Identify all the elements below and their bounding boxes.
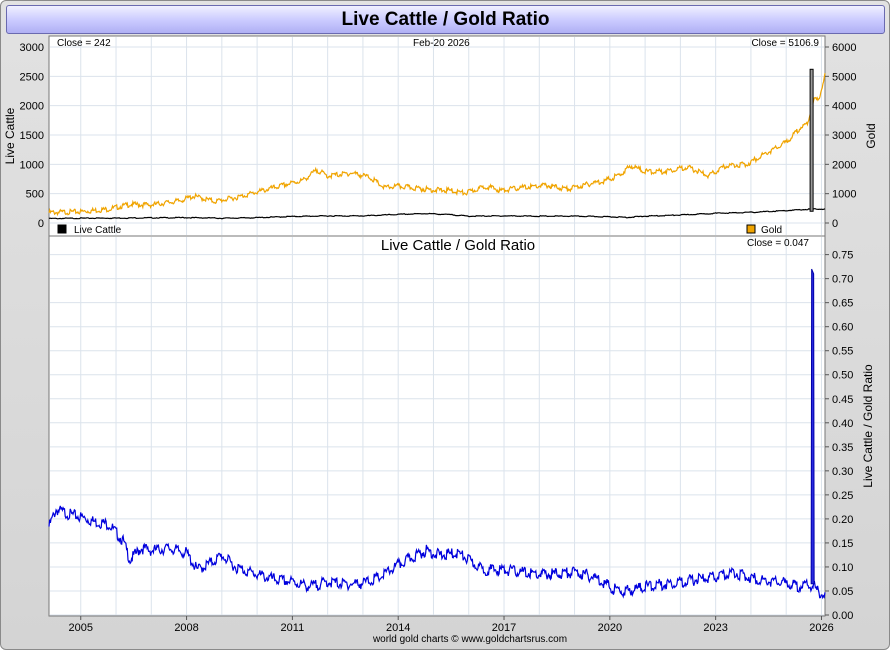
bottom-right-axis-ticks: 0.00 0.05 0.10 0.15 0.20 0.25 0.30 0.35 0.40 0.45…: [825, 250, 853, 622]
date-label: Feb-20 2026: [413, 38, 470, 49]
ratio-axis-tick-label: 0.70: [832, 274, 853, 286]
left-axis-tick-label: 1000: [20, 159, 44, 171]
right-axis-label: Gold: [864, 123, 878, 148]
ratio-spike-bar: [810, 268, 815, 585]
right-axis-tick-label: 1000: [832, 189, 856, 201]
cattle-legend-label: Live Cattle: [74, 225, 122, 236]
right-axis-tick-label: 5000: [832, 71, 856, 83]
live-cattle-series-line: [48, 208, 826, 220]
ratio-axis-tick-label: 0.35: [832, 442, 853, 454]
x-axis-tick-label: 2026: [809, 622, 833, 634]
left-axis-tick-label: 2000: [20, 101, 44, 113]
left-axis-tick-label: 2500: [20, 71, 44, 83]
right-axis-tick-label: 6000: [832, 42, 856, 54]
top-series-layer: [48, 68, 826, 220]
right-axis-tick-label: 3000: [832, 130, 856, 142]
ratio-axis-tick-label: 0.50: [832, 370, 853, 382]
ratio-axis-tick-label: 0.10: [832, 562, 853, 574]
top-left-axis-ticks: 0 500 1000 1500 2000 2500 3000: [20, 42, 44, 230]
x-axis-tick-label: 2017: [492, 622, 516, 634]
gold-legend-label: Gold: [761, 225, 782, 236]
ratio-axis-tick-label: 0.05: [832, 586, 853, 598]
top-panel: [48, 35, 826, 237]
gold-spike-bar: [809, 68, 814, 212]
left-axis-tick-label: 0: [38, 218, 44, 230]
chart-title: Live Cattle / Gold Ratio: [341, 9, 550, 30]
ratio-axis-tick-label: 0.30: [832, 466, 853, 478]
top-gridlines: [50, 37, 824, 235]
gold-series-line: [48, 73, 826, 217]
ratio-axis-tick-label: 0.15: [832, 538, 853, 550]
title-bar: Live Cattle / Gold Ratio: [6, 5, 885, 34]
x-axis-ticks: 2005 2008 2011 2014 2017 2020 2023 2026: [69, 616, 834, 634]
ratio-close-label: Close = 0.047: [747, 238, 809, 249]
ratio-axis-tick-label: 0.00: [832, 610, 853, 622]
x-axis-tick-label: 2020: [598, 622, 622, 634]
left-axis-tick-label: 1500: [20, 130, 44, 142]
cattle-close-label: Close = 242: [57, 38, 111, 49]
ratio-series-line: [48, 505, 826, 600]
gold-close-label: Close = 5106.9: [751, 38, 819, 49]
ratio-axis-tick-label: 0.75: [832, 250, 853, 262]
ratio-axis-tick-label: 0.40: [832, 418, 853, 430]
bottom-series-layer: [48, 268, 826, 600]
ratio-axis-label: Live Cattle / Gold Ratio: [861, 364, 875, 488]
bottom-gridlines: [50, 237, 824, 616]
x-axis-tick-label: 2005: [69, 622, 93, 634]
ratio-axis-tick-label: 0.60: [832, 322, 853, 334]
right-axis-tick-label: 0: [832, 218, 838, 230]
x-axis-tick-label: 2014: [386, 622, 410, 634]
right-axis-tick-label: 2000: [832, 159, 856, 171]
x-axis-tick-label: 2008: [174, 622, 198, 634]
bottom-panel: [48, 235, 826, 617]
left-axis-tick-label: 3000: [20, 42, 44, 54]
footer-credit: world gold charts © www.goldchartsrus.co…: [372, 634, 567, 645]
ratio-axis-tick-label: 0.55: [832, 346, 853, 358]
ratio-axis-tick-label: 0.20: [832, 514, 853, 526]
left-axis-label: Live Cattle: [3, 107, 17, 164]
right-axis-tick-label: 4000: [832, 101, 856, 113]
left-axis-tick-label: 500: [26, 189, 44, 201]
gold-legend-swatch: [746, 224, 756, 234]
cattle-legend-swatch: [57, 224, 67, 234]
ratio-axis-tick-label: 0.25: [832, 490, 853, 502]
ratio-axis-tick-label: 0.45: [832, 394, 853, 406]
x-axis-tick-label: 2011: [281, 622, 305, 634]
top-right-axis-ticks: 0 1000 2000 3000 4000 5000 6000: [825, 42, 856, 230]
ratio-axis-tick-label: 0.65: [832, 298, 853, 310]
x-axis-tick-label: 2023: [703, 622, 727, 634]
ratio-panel-title: Live Cattle / Gold Ratio: [381, 237, 535, 254]
